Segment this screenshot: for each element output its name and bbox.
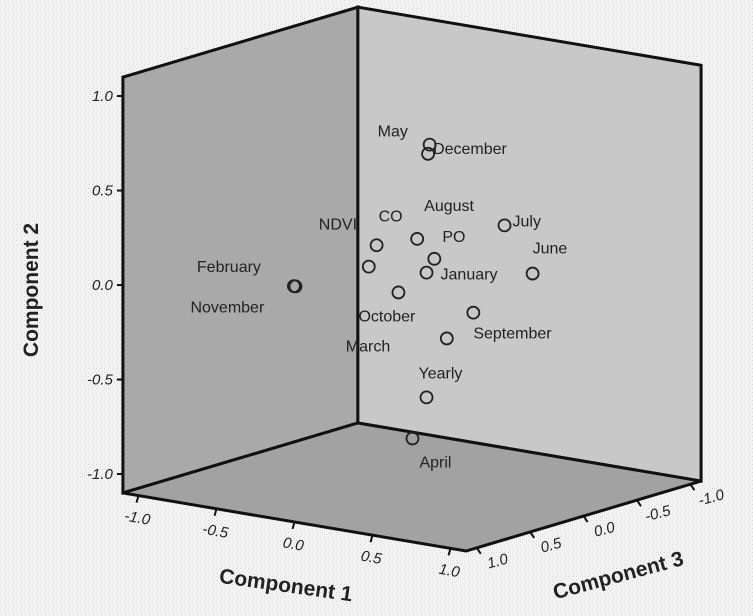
point — [419, 390, 434, 405]
x-tick-label: -0.5 — [201, 521, 230, 542]
point — [369, 238, 384, 253]
point — [410, 232, 425, 246]
point — [439, 331, 454, 346]
point — [405, 431, 420, 446]
point-label: NDVI — [319, 217, 357, 234]
point-label: July — [513, 213, 541, 230]
z-tick-label: -1.0 — [697, 486, 727, 509]
point — [288, 279, 303, 294]
point-label: September — [473, 326, 552, 343]
point-label: December — [433, 141, 507, 158]
z-tick-label: -0.5 — [643, 502, 673, 525]
x-tick-label: 0.0 — [282, 534, 306, 554]
point-label: February — [197, 259, 261, 276]
tick-mark — [291, 521, 296, 530]
point — [466, 305, 481, 320]
y-tick-label: -1.0 — [87, 466, 114, 483]
y-tick-label: 0.0 — [92, 277, 114, 294]
x-tick-label: -1.0 — [123, 508, 152, 529]
back-wall — [356, 5, 703, 483]
tick-mark — [135, 495, 140, 503]
point-label: March — [346, 338, 390, 355]
z-tick-label: 0.0 — [592, 519, 617, 541]
point-label: PO — [442, 229, 465, 246]
tick-mark — [582, 515, 589, 523]
y-tick-label: 1.0 — [92, 88, 114, 105]
point-label: November — [190, 299, 264, 316]
y-tick-label: -0.5 — [87, 372, 114, 389]
z-tick-label: 0.5 — [539, 535, 564, 557]
point-label: CO — [379, 208, 403, 225]
y-tick-label: 0.5 — [92, 183, 114, 200]
point — [525, 266, 540, 281]
plot-box: -1.0 -0.5 0.0 0.5 1.0 -1.0 -0.5 0.0 0.5 1.0 -1.0 -0… — [20, 5, 727, 606]
point-label: Yearly — [419, 365, 463, 382]
point — [419, 265, 434, 280]
point-label: May — [378, 124, 408, 141]
y-axis-title: Component 2 — [20, 223, 43, 357]
point-label: June — [533, 241, 568, 258]
point-label: August — [424, 198, 474, 215]
tick-mark — [447, 548, 452, 556]
plot-marks: May December NDVI CO August PO July June January… — [190, 124, 567, 472]
point — [422, 137, 437, 152]
point — [361, 259, 376, 274]
tick-mark — [636, 499, 642, 507]
tick-mark — [689, 483, 696, 491]
point — [391, 285, 406, 300]
tick-mark — [529, 531, 536, 539]
tick-mark — [213, 508, 218, 517]
point-label: October — [358, 308, 416, 325]
tick-mark — [369, 534, 374, 543]
point — [421, 146, 435, 161]
point — [497, 218, 512, 233]
point — [427, 251, 442, 266]
tick-mark — [475, 547, 482, 555]
floor — [122, 421, 702, 553]
x-tick-label: 1.0 — [438, 561, 462, 581]
z-tick-label: 1.0 — [485, 550, 510, 572]
point-label: January — [441, 267, 498, 284]
x-tick-label: 0.5 — [360, 548, 384, 568]
point-label: April — [419, 454, 451, 471]
left-wall — [121, 5, 360, 495]
